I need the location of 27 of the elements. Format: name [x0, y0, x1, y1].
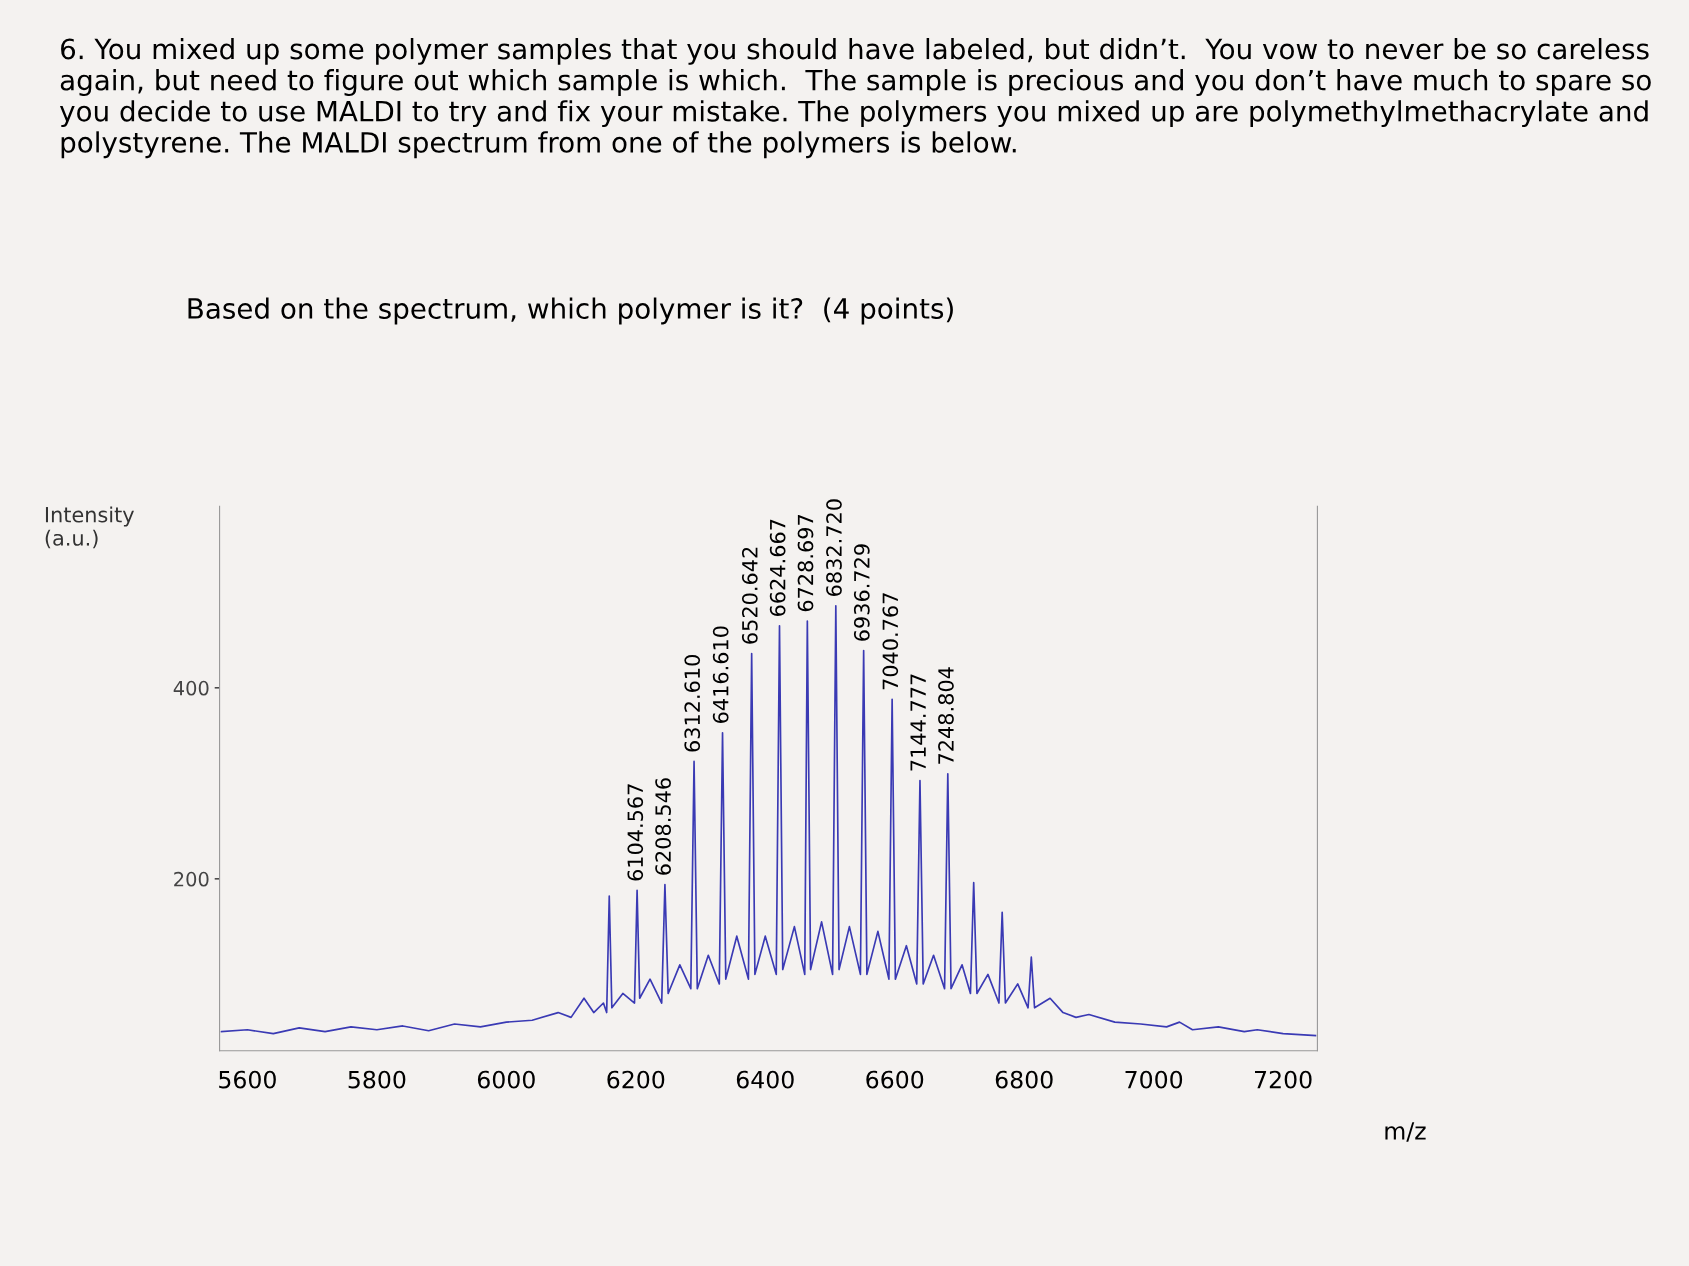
annotation: 6416.610 [712, 626, 729, 723]
annotation: 6936.729 [853, 544, 870, 641]
x-tick-label: 6600 [866, 1070, 924, 1089]
x-tick-label: 6800 [995, 1070, 1053, 1089]
x-tick-label: 7000 [1125, 1070, 1183, 1089]
annotation: 6520.642 [741, 547, 758, 644]
x-tick-label: 6400 [736, 1070, 794, 1089]
y-tick-label: 200 [174, 871, 209, 887]
x-tick-label: 5800 [348, 1070, 406, 1089]
annotation: 6832.720 [826, 499, 842, 596]
x-tick-label: 6200 [607, 1070, 665, 1089]
annotation: 6624.667 [769, 519, 786, 616]
x-axis-title: m/z [1385, 1122, 1426, 1142]
y-tick-label: 400 [173, 680, 209, 696]
annotation: 7248.804 [938, 667, 954, 764]
chart-title: 6. You mixed up some polymer samples that you should have labeled, but didn’t. You vow to never be so careless again, but need to figure out which sample is which. The sample is precious and you don’t have much to spare so you decide to use MALDI to try and fix your mistake. The polymers you mixed up are polymethylmethacrylate and polystyrene. The MALDI spectrum from one of the polymers is below. [59, 37, 1651, 159]
x-tick-label: 7200 [1255, 1070, 1312, 1089]
annotation: 7040.767 [882, 593, 899, 690]
x-tick-label: 5600 [219, 1070, 276, 1089]
annotation: 6312.610 [684, 655, 701, 752]
x-tick-label: 6000 [477, 1070, 535, 1089]
annotation: 6208.546 [655, 778, 671, 875]
annotation: 6104.567 [627, 784, 644, 881]
annotation: 6728.697 [797, 515, 814, 612]
y-axis-title: Intensity (a.u.) [45, 506, 134, 549]
annotation: 7144.777 [910, 674, 926, 771]
chart-subtitle: Based on the spectrum, which polymer is it? (4 points) [188, 297, 953, 325]
